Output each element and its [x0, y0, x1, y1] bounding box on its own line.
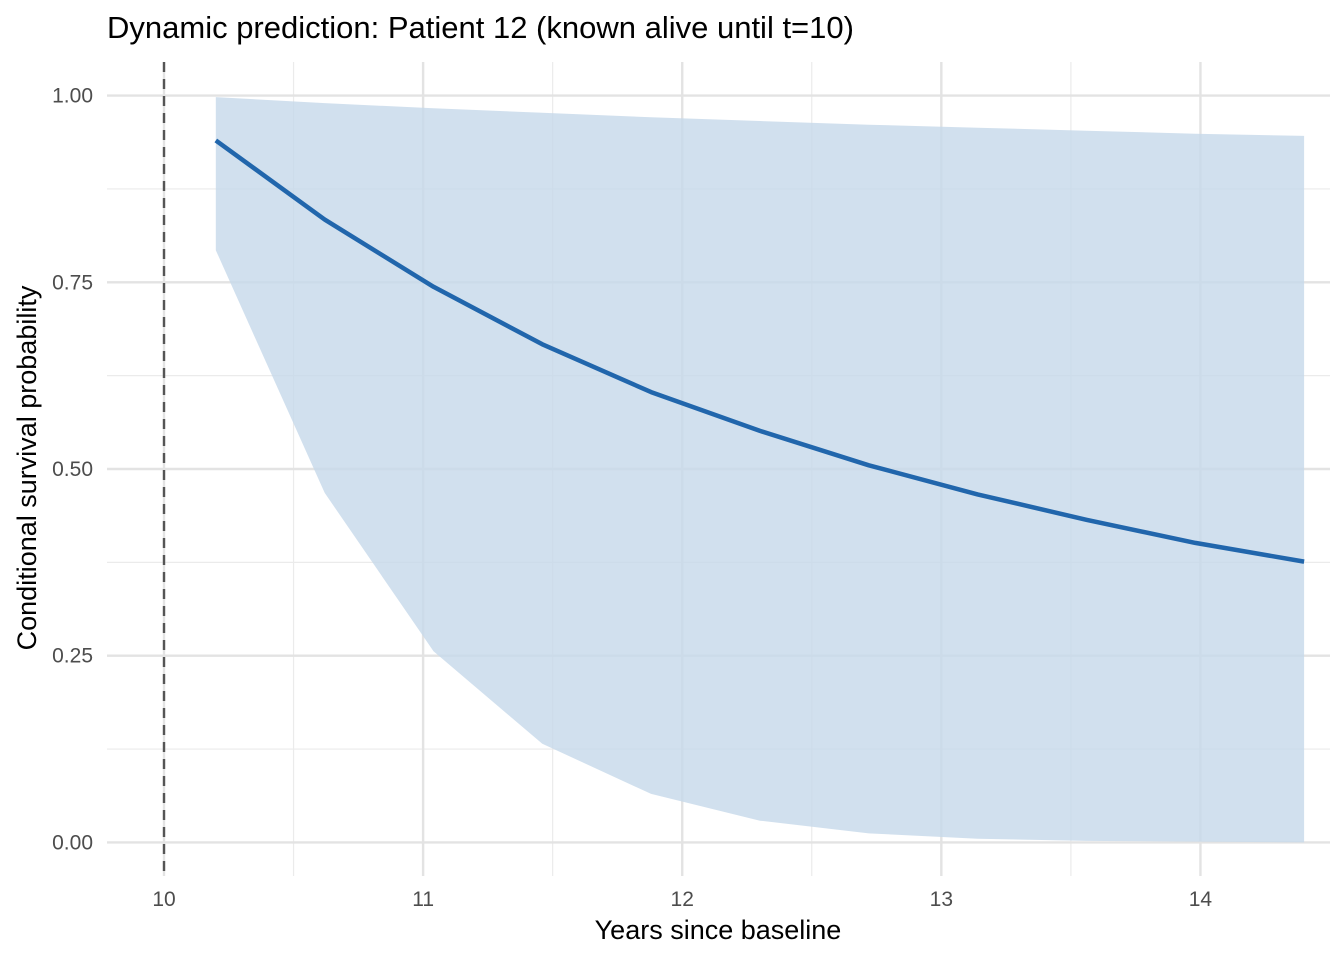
x-axis-title: Years since baseline [595, 915, 842, 945]
y-axis-title: Conditional survival probability [12, 285, 42, 650]
survival-line [214, 138, 1305, 564]
y-tick-label: 1.00 [52, 85, 93, 108]
x-tick-label: 13 [930, 888, 953, 911]
y-tick-labels: 0.00 0.25 0.50 0.75 1.00 [52, 85, 93, 855]
y-tick-label: 0.50 [52, 458, 93, 481]
survival-line-layer [214, 138, 1305, 564]
x-tick-label: 12 [671, 888, 694, 911]
y-tick-label: 0.00 [52, 831, 93, 854]
confidence-band-layer [215, 97, 1305, 843]
x-tick-labels: 10 11 12 13 14 [152, 888, 1212, 911]
y-tick-label: 0.25 [52, 645, 93, 668]
x-tick-label: 11 [412, 888, 434, 911]
x-tick-label: 10 [152, 888, 175, 911]
x-tick-label: 14 [1189, 888, 1213, 911]
chart-title: Dynamic prediction: Patient 12 (known al… [107, 10, 854, 45]
confidence-band [215, 97, 1305, 843]
y-tick-label: 0.75 [52, 271, 93, 294]
